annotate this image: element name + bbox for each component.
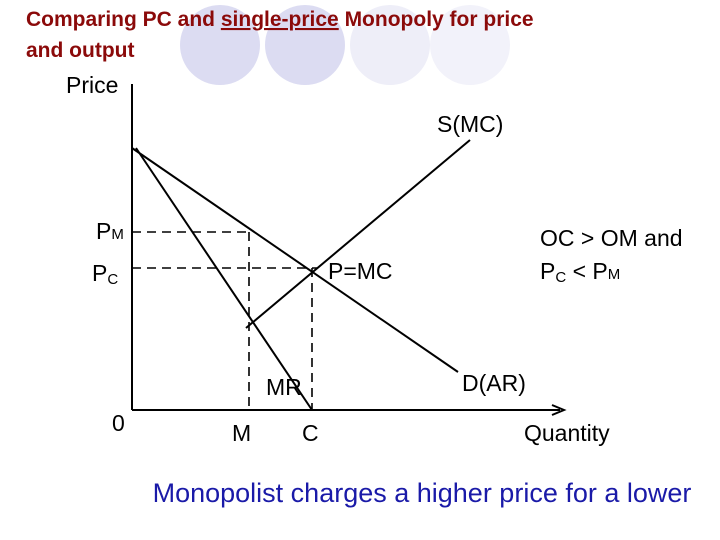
origin: 0: [112, 410, 125, 436]
p: P: [92, 260, 107, 286]
title: and output: [26, 39, 134, 62]
m-label: M: [232, 420, 251, 446]
c-label: C: [302, 420, 319, 446]
y-label: Price: [66, 72, 118, 98]
note: PC < PM: [540, 258, 620, 286]
title-text: Comparing PC and: [26, 8, 221, 31]
decor-circles: [180, 5, 510, 85]
sub: M: [111, 226, 124, 243]
text: < P: [566, 258, 608, 284]
diagram-lines: [131, 84, 567, 416]
mr-label: MR: [266, 374, 302, 400]
title: Comparing PC and single-price Monopoly f…: [26, 8, 534, 31]
supply-label: S(MC): [437, 111, 503, 137]
title-text: Monopoly for price: [339, 8, 534, 31]
x-label: Quantity: [524, 420, 610, 446]
pc-label: PC: [92, 260, 118, 288]
sub: M: [608, 266, 621, 283]
caption: Monopolist charges a higher price for a …: [153, 478, 692, 508]
title-underlined: single-price: [221, 8, 339, 31]
equilibrium-label: P=MC: [328, 258, 393, 284]
p: P: [540, 258, 555, 284]
p: P: [96, 218, 111, 244]
sub: C: [555, 269, 566, 286]
sub: C: [107, 271, 118, 288]
pm-label: PM: [96, 218, 124, 244]
note: OC > OM and: [540, 225, 683, 251]
dashed-guides: [132, 231, 318, 410]
demand-label: D(AR): [462, 370, 526, 396]
